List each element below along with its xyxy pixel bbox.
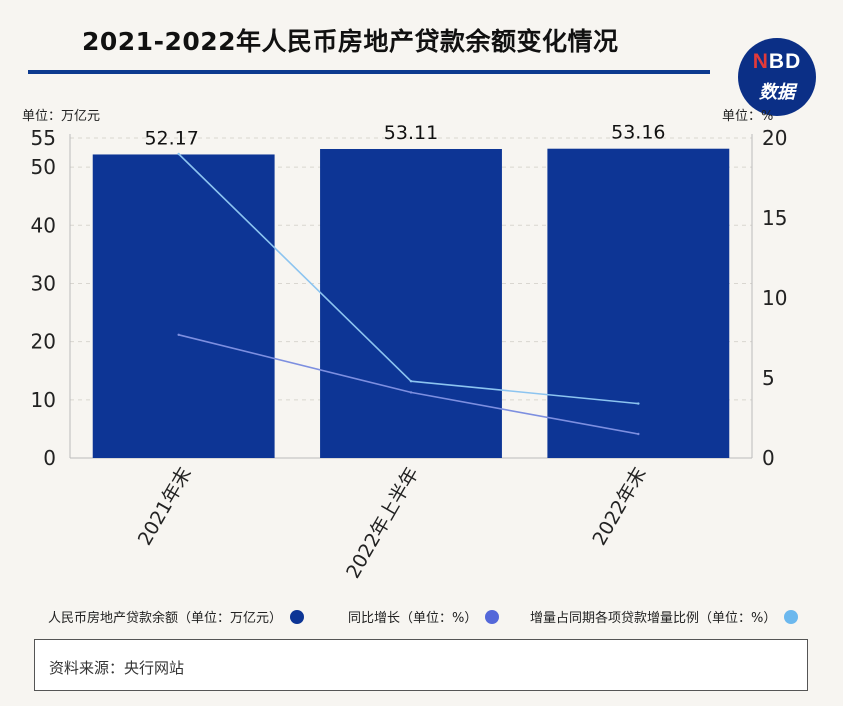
combo-chart: 0 10 20 30 40 50 55 0 5 10 15 20 52.17 53.11 53.16 2021… [31,122,788,583]
y-right-tick-label: 15 [762,206,787,230]
y-left-tick-label: 20 [31,330,56,354]
point-share [637,402,640,405]
y-left-tick-label: 40 [31,213,56,237]
point-share [409,380,413,383]
nbd-logo: NBD 数据 [738,38,816,116]
legend-item-share[interactable]: 增量占同期各项贷款增量比例（单位：%） [530,607,799,626]
x-tick-label: 2022年末 [588,464,650,550]
bar-balance [320,148,502,458]
bar-value-label: 53.11 [384,122,438,144]
y-right-tick-label: 20 [762,126,787,150]
bar-balance [547,148,730,459]
point-share [177,152,180,156]
x-tick-label: 2021年末 [134,464,196,550]
legend-dot-share [784,609,799,624]
y-right-tick-label: 10 [762,286,787,310]
point-growth [409,391,413,394]
y-left-tick-label: 0 [43,446,56,470]
bar-balance [92,154,275,458]
right-axis-unit: 单位：% [722,109,774,124]
y-left-tick-label: 30 [31,271,56,295]
y-left-tick-label: 10 [31,388,56,412]
point-growth [637,432,640,436]
y-left-tick-label: 50 [31,155,56,179]
y-right-tick-label: 0 [762,446,775,470]
legend-item-balance[interactable]: 人民币房地产贷款余额（单位：万亿元） [48,607,305,626]
bar-value-label: 52.17 [144,127,198,149]
title-underline [28,70,710,74]
source-box: 资料来源：央行网站 [34,639,808,691]
point-growth [177,333,180,336]
source-text: 资料来源：央行网站 [49,659,185,677]
y-left-tick-label: 55 [31,126,56,150]
legend-dot-growth [485,609,500,624]
legend-item-growth[interactable]: 同比增长（单位：%） [348,607,500,626]
chart-legend: 人民币房地产贷款余额（单位：万亿元） 同比增长（单位：%） 增量占同期各项贷款增… [48,607,843,629]
left-axis-unit: 单位：万亿元 [22,109,101,124]
bar-value-label: 53.16 [611,122,665,144]
x-tick-label: 2022年上半年 [342,464,423,583]
chart-title: 2021-2022年人民币房地产贷款余额变化情况 [82,27,619,56]
legend-dot-balance [290,609,305,624]
y-right-tick-label: 5 [762,366,775,390]
